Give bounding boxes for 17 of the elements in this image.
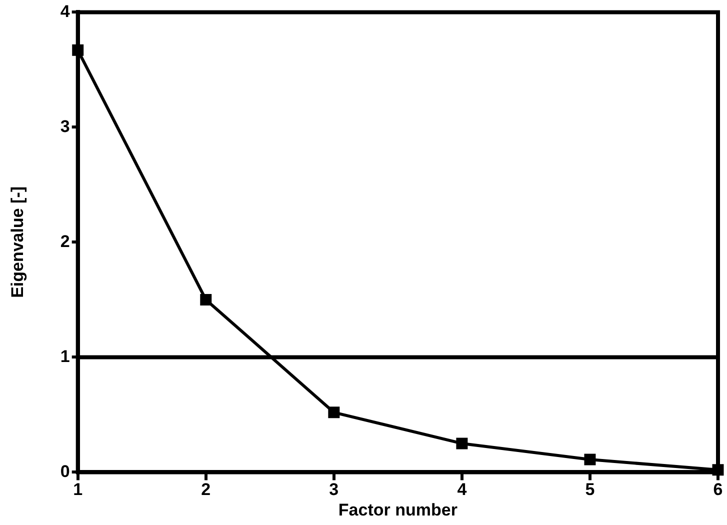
x-axis-title: Factor number	[338, 500, 458, 520]
y-tick-label: 1	[60, 346, 70, 366]
y-axis-title: Eigenvalue [-]	[8, 186, 27, 298]
y-tick-label: 2	[60, 232, 70, 251]
y-tick-label: 4	[60, 2, 70, 21]
point	[456, 438, 468, 450]
x-tick-label: 1	[73, 480, 83, 500]
y-tick-label: 3	[60, 116, 70, 136]
x-tick-label: 6	[713, 480, 723, 500]
point	[328, 406, 340, 418]
point	[584, 454, 596, 466]
point	[200, 294, 212, 306]
y-tick-label: 0	[60, 462, 70, 481]
x-tick-label: 4	[457, 480, 468, 500]
x-tick-label: 5	[585, 480, 595, 500]
x-tick-label: 2	[201, 480, 211, 500]
x-tick-label: 3	[329, 480, 339, 500]
